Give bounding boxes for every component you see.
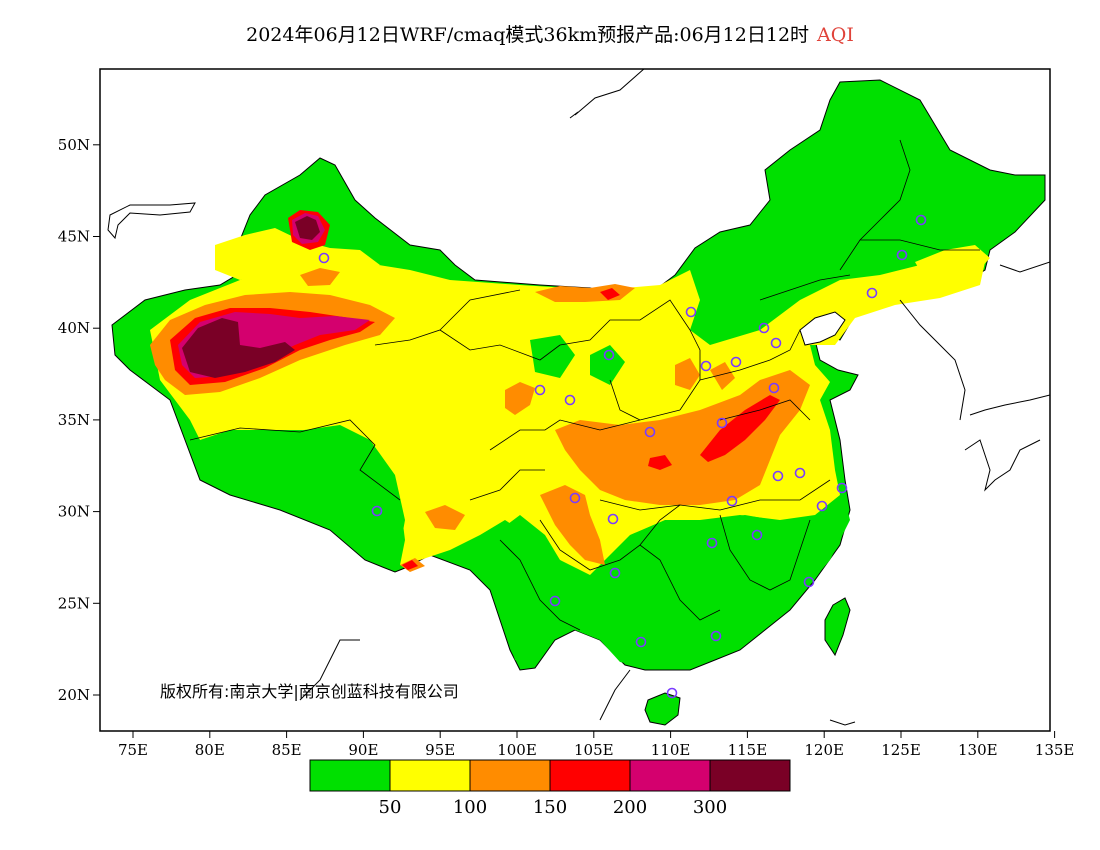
- lon-tick-label: 130E: [958, 741, 998, 759]
- lon-tick-label: 80E: [195, 741, 225, 759]
- station-marker: [726, 495, 738, 507]
- station-marker: [685, 306, 697, 318]
- lat-tick-label: 50N: [58, 136, 90, 154]
- title-main: 2024年06月12日WRF/cmaq模式36km预报产品:06月12日12时: [246, 24, 810, 46]
- lon-tick-label: 85E: [272, 741, 302, 759]
- lon-tick-label: 105E: [574, 741, 614, 759]
- legend-label: 200: [613, 797, 647, 818]
- lon-tick-label: 135E: [1035, 741, 1075, 759]
- lon-tick-label: 120E: [804, 741, 844, 759]
- station-marker: [635, 636, 647, 648]
- station-marker: [609, 567, 621, 579]
- legend-label: 300: [693, 797, 727, 818]
- lat-tick-label: 20N: [58, 686, 90, 704]
- lat-tick-label: 40N: [58, 319, 90, 337]
- lon-tick-label: 125E: [881, 741, 921, 759]
- aqi-legend: 50 100 150 200 300: [309, 759, 791, 818]
- station-marker: [794, 467, 806, 479]
- station-marker: [607, 513, 619, 525]
- lat-tick-label: 45N: [58, 228, 90, 246]
- aqi-zone-hazardous: [182, 216, 320, 378]
- station-marker: [836, 482, 848, 494]
- legend-label: 150: [533, 797, 567, 818]
- legend-label: 100: [453, 797, 487, 818]
- copyright-text: 版权所有:南京大学|南京创蓝科技有限公司: [160, 682, 459, 701]
- legend-label: 50: [379, 797, 402, 818]
- station-marker: [644, 426, 656, 438]
- lat-axis: 20N 25N 30N 35N 40N 45N 50N: [58, 136, 100, 704]
- station-marker: [730, 356, 742, 368]
- station-marker: [666, 687, 678, 699]
- station-marker: [371, 505, 383, 517]
- legend-swatch: [549, 759, 631, 792]
- province-borders: [189, 139, 980, 631]
- station-marker: [564, 394, 576, 406]
- station-marker: [706, 537, 718, 549]
- map-frame: [99, 68, 1051, 732]
- lon-tick-label: 100E: [497, 741, 537, 759]
- station-marker: [803, 576, 815, 588]
- lon-tick-label: 95E: [425, 741, 455, 759]
- bohai-sea: [799, 311, 846, 346]
- legend-swatch: [629, 759, 711, 792]
- station-marker: [569, 492, 581, 504]
- station-marker: [318, 252, 330, 264]
- lon-tick-label: 90E: [348, 741, 378, 759]
- station-marker: [896, 249, 908, 261]
- station-marker: [758, 322, 770, 334]
- map-title: 2024年06月12日WRF/cmaq模式36km预报产品:06月12日12时 A…: [0, 20, 1100, 47]
- station-marker: [915, 214, 927, 226]
- station-marker: [716, 417, 728, 429]
- aqi-zone-good-interior: [200, 335, 850, 668]
- station-marker: [768, 382, 780, 394]
- lon-tick-label: 115E: [728, 741, 768, 759]
- station-marker: [549, 595, 561, 607]
- lat-tick-label: 30N: [58, 503, 90, 521]
- station-marker: [772, 470, 784, 482]
- lon-tick-label: 75E: [118, 741, 148, 759]
- lat-tick-label: 25N: [58, 594, 90, 612]
- lat-tick-label: 35N: [58, 411, 90, 429]
- station-marker: [534, 384, 546, 396]
- station-marker: [603, 349, 615, 361]
- station-marker: [770, 337, 782, 349]
- neighbor-coastlines: [107, 69, 1050, 726]
- legend-swatch: [709, 759, 791, 792]
- station-markers: [318, 214, 927, 699]
- lon-tick-label: 110E: [651, 741, 691, 759]
- station-marker: [710, 630, 722, 642]
- legend-swatch: [469, 759, 551, 792]
- island-taiwan: [824, 597, 851, 657]
- station-marker: [866, 287, 878, 299]
- legend-swatch: [309, 759, 391, 792]
- title-variable: AQI: [817, 24, 854, 46]
- station-marker: [751, 529, 763, 541]
- legend-swatch: [389, 759, 471, 792]
- station-marker: [816, 500, 828, 512]
- station-marker: [700, 360, 712, 372]
- lon-axis: 75E 80E 85E 90E 95E 100E 105E 110E 115E 120E 125E 1…: [118, 731, 1074, 759]
